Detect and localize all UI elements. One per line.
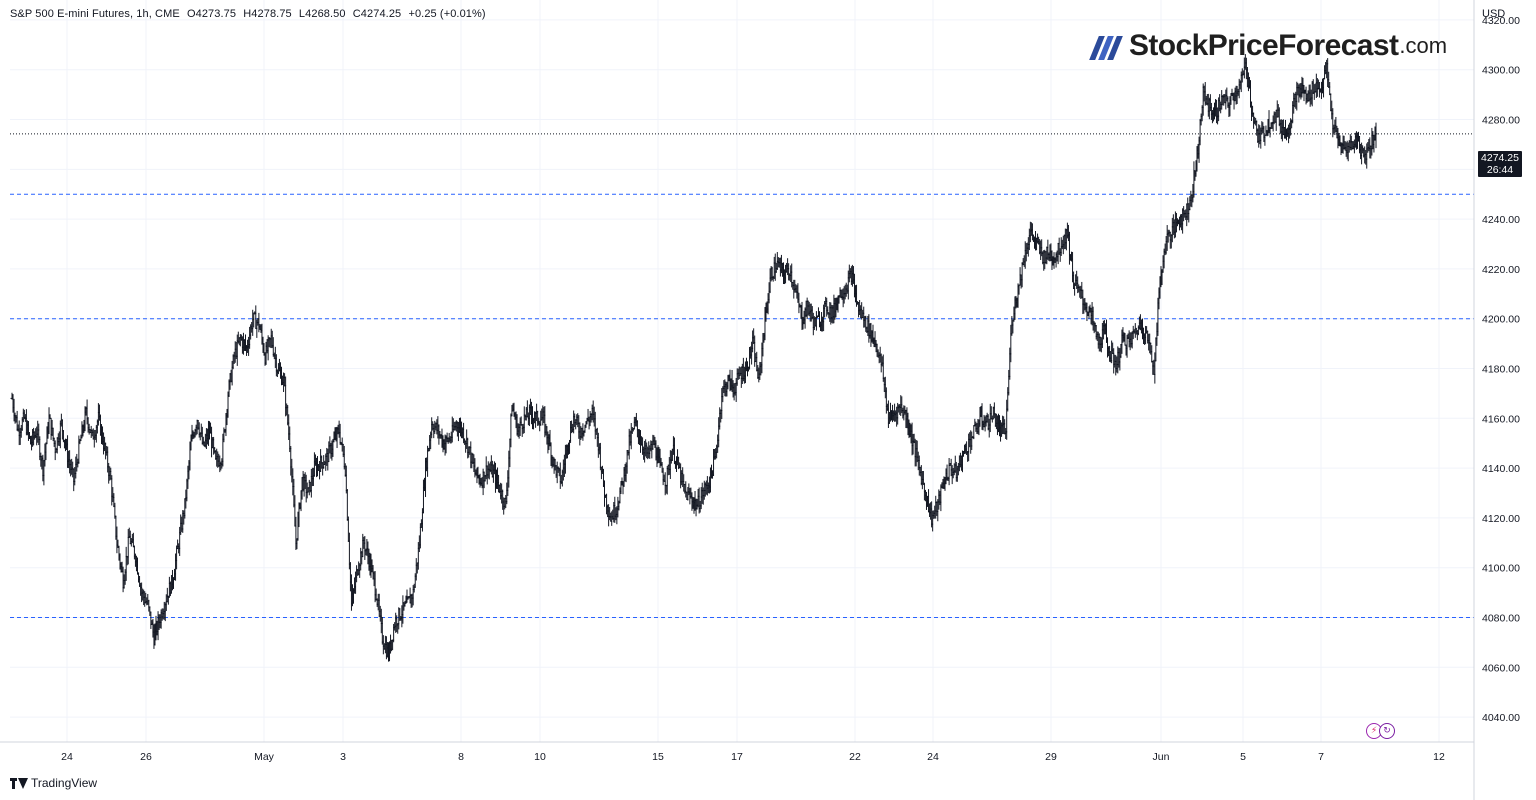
tradingview-logo-icon <box>10 777 28 789</box>
x-tick-label: 3 <box>340 751 346 763</box>
y-axis-ticks: 4040.00 4060.00 4080.00 4100.00 4120.00 4140.… <box>1482 15 1520 724</box>
y-tick-label: 4220.00 <box>1482 264 1520 276</box>
legend-change: +0.25 (+0.01%) <box>408 8 486 20</box>
x-tick-label: 8 <box>458 751 464 763</box>
y-tick-label: 4240.00 <box>1482 214 1520 226</box>
legend-high: H4278.75 <box>243 8 292 20</box>
y-tick-label: 4200.00 <box>1482 314 1520 326</box>
y-tick-label: 4280.00 <box>1482 115 1520 127</box>
y-tick-label: 4180.00 <box>1482 364 1520 376</box>
x-tick-label: 24 <box>61 751 73 763</box>
logo-tld-text: .com <box>1399 33 1448 58</box>
alerts-badge[interactable]: ⚡ ↻ <box>1366 723 1395 739</box>
legend-close: C4274.25 <box>352 8 402 20</box>
x-tick-label: 17 <box>731 751 743 763</box>
x-tick-label: 10 <box>534 751 546 763</box>
tradingview-branding[interactable]: TradingView <box>10 776 97 790</box>
stock-price-forecast-logo-icon <box>1089 36 1123 60</box>
y-tick-label: 4040.00 <box>1482 712 1520 724</box>
y-tick-label: 4120.00 <box>1482 513 1520 525</box>
replay-icon[interactable]: ↻ <box>1379 723 1395 739</box>
legend-low: L4268.50 <box>298 8 346 20</box>
y-tick-label: 4320.00 <box>1482 15 1520 27</box>
y-tick-label: 4300.00 <box>1482 65 1520 77</box>
x-tick-label: 5 <box>1240 751 1246 763</box>
logo-brand-text: StockPriceForecast <box>1129 29 1399 62</box>
y-tick-label: 4160.00 <box>1482 413 1520 425</box>
y-tick-label: 4100.00 <box>1482 563 1520 575</box>
last-price-tag: 4274.25 26:44 <box>1478 151 1522 177</box>
legend-open: O4273.75 <box>186 8 237 20</box>
y-tick-label: 4080.00 <box>1482 613 1520 625</box>
x-tick-label: 15 <box>652 751 664 763</box>
x-tick-label: 26 <box>140 751 152 763</box>
ohlc-bars <box>10 54 1378 662</box>
currency-label: USD <box>1482 8 1506 20</box>
chart-grid <box>10 0 1474 742</box>
stock-price-forecast-logo: StockPriceForecast .com <box>1089 26 1448 66</box>
support-resistance-levels <box>10 133 1474 619</box>
y-tick-label: 4140.00 <box>1482 463 1520 475</box>
ohlc-bar <box>1374 122 1378 149</box>
x-axis-ticks: 24 26 May 3 8 10 15 17 22 24 29 Jun 5 7 12 <box>61 751 1445 763</box>
x-tick-label: Jun <box>1153 751 1170 763</box>
last-price-value: 4274.25 <box>1481 152 1519 164</box>
symbol-title: S&P 500 E-mini Futures, 1h, CME <box>10 8 180 20</box>
chart-axes <box>0 0 1475 800</box>
x-tick-label: 29 <box>1045 751 1057 763</box>
tradingview-label: TradingView <box>31 776 98 790</box>
x-tick-label: May <box>254 751 275 763</box>
x-tick-label: 24 <box>927 751 939 763</box>
symbol-legend: S&P 500 E-mini Futures, 1h, CME O4273.75… <box>10 8 490 20</box>
ohlc-bar <box>947 457 951 486</box>
y-tick-label: 4060.00 <box>1482 662 1520 674</box>
x-tick-label: 22 <box>849 751 861 763</box>
bar-countdown: 26:44 <box>1486 164 1514 176</box>
x-tick-label: 7 <box>1318 751 1324 763</box>
ohlc-bar <box>345 489 349 521</box>
x-tick-label: 12 <box>1433 751 1445 763</box>
